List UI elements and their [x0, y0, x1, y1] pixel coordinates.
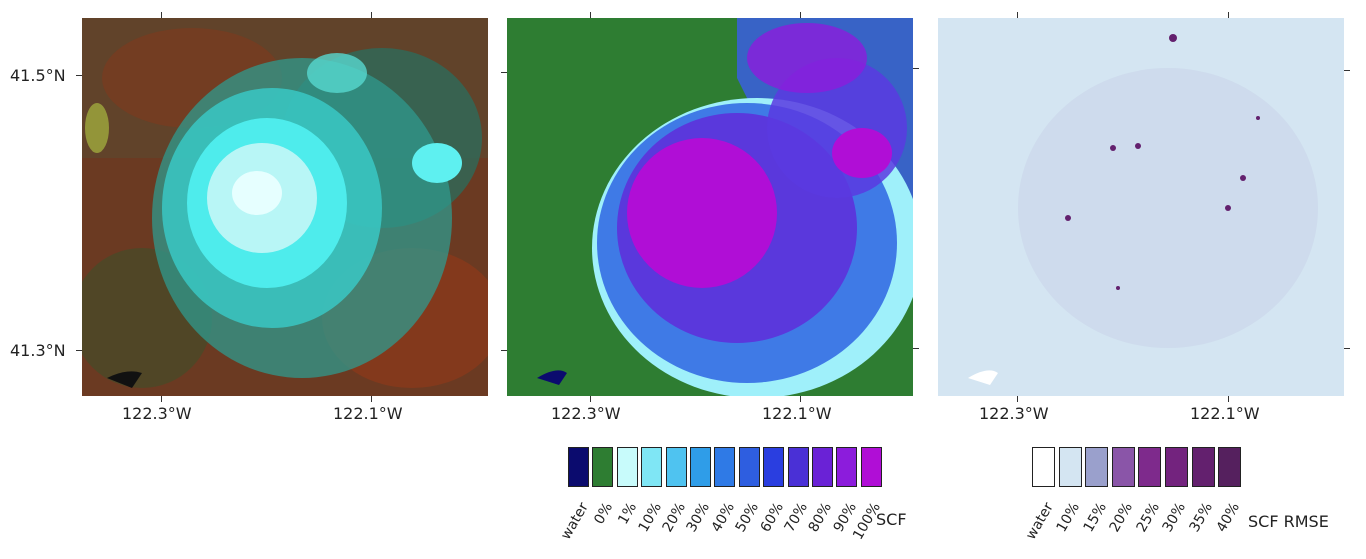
legend-swatch: [592, 447, 614, 487]
legend-label: 50%: [732, 500, 763, 535]
legend-label: 20%: [1106, 500, 1137, 535]
legend-swatch: [1032, 447, 1055, 487]
legend-swatch: [836, 447, 858, 487]
legend-label: 10%: [1053, 500, 1084, 535]
lon-label: 122.3°W: [122, 404, 192, 423]
legend-swatch: [1191, 447, 1215, 487]
legend-swatch: [738, 447, 760, 487]
legend-swatch: [1165, 447, 1188, 487]
legend-swatch: [1218, 447, 1242, 487]
legend-label: water: [557, 500, 592, 543]
legend-label: 60%: [757, 500, 787, 535]
legend-label: 40%: [1213, 500, 1243, 535]
tick: [371, 12, 372, 18]
legend-swatch: [860, 447, 882, 487]
tick: [1344, 348, 1350, 349]
false-color-satellite-image: [82, 18, 488, 396]
legend-swatch: [714, 447, 736, 487]
tick: [800, 12, 801, 18]
legend-label: 70%: [781, 500, 812, 535]
legend-label: 15%: [1080, 500, 1110, 535]
legend-swatch: [568, 447, 589, 487]
legend-swatch: [1138, 447, 1162, 487]
tick: [590, 396, 591, 402]
lat-label: 41.5°N: [10, 66, 66, 85]
legend-swatch: [763, 447, 785, 487]
tick: [1228, 396, 1229, 402]
tick: [161, 396, 162, 402]
legend-swatch: [1058, 447, 1082, 487]
legend-swatch: [787, 447, 809, 487]
scf-rmse-map: [938, 18, 1344, 396]
legend-swatch: [641, 447, 663, 487]
lat-label: 41.3°N: [10, 341, 66, 360]
lon-label: 122.1°W: [762, 404, 832, 423]
legend-swatch: [1111, 447, 1135, 487]
tick: [1017, 12, 1018, 18]
tick: [800, 396, 801, 402]
legend-label: 0%: [590, 500, 616, 528]
legend-label: 30%: [1160, 500, 1190, 535]
tick: [76, 75, 82, 76]
lon-label: 122.1°W: [333, 404, 403, 423]
scf-legend-title: SCF: [876, 510, 907, 529]
rmse-legend-title: SCF RMSE: [1248, 512, 1329, 531]
tick: [913, 348, 919, 349]
lon-label: 122.1°W: [1190, 404, 1260, 423]
legend-swatch: [665, 447, 687, 487]
legend-label: water: [1022, 500, 1057, 543]
tick: [1228, 12, 1229, 18]
legend-label: 30%: [684, 500, 714, 535]
tick: [371, 396, 372, 402]
tick: [1344, 70, 1350, 71]
legend-swatch: [616, 447, 638, 487]
tick: [501, 350, 507, 351]
legend-label: 25%: [1133, 500, 1163, 535]
legend-label: 20%: [659, 500, 690, 535]
snow-cover-fraction-map: [507, 18, 913, 396]
legend-label: 40%: [708, 500, 738, 535]
lon-label: 122.3°W: [551, 404, 621, 423]
legend-swatch: [812, 447, 833, 487]
legend-swatch: [690, 447, 711, 487]
tick: [1017, 396, 1018, 402]
legend-label: 10%: [635, 500, 665, 535]
legend-label: 35%: [1186, 500, 1217, 535]
legend-label: 80%: [806, 500, 836, 535]
legend-swatch: [1085, 447, 1109, 487]
tick: [590, 12, 591, 18]
tick: [501, 72, 507, 73]
tick: [913, 68, 919, 69]
tick: [161, 12, 162, 18]
tick: [76, 350, 82, 351]
lon-label: 122.3°W: [979, 404, 1049, 423]
